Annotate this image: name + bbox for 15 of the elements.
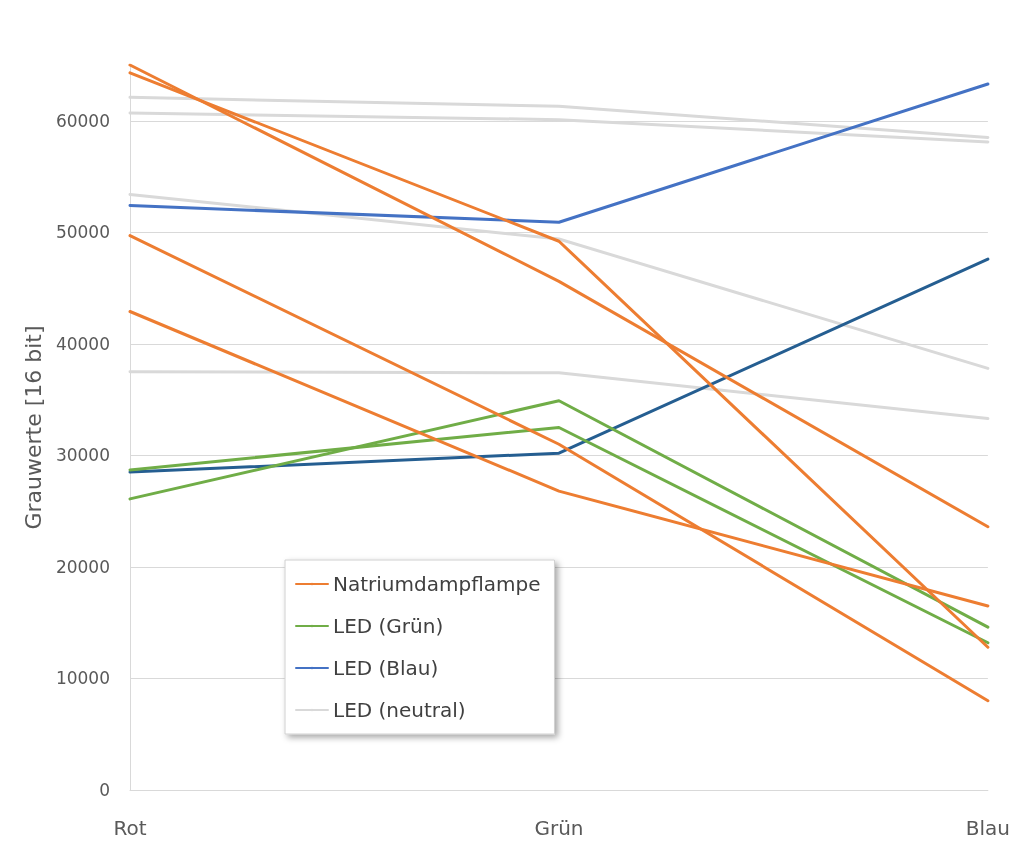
y-tick-label: 40000 [55,333,110,354]
y-axis-title: Grauwerte [16 bit] [20,325,46,530]
y-tick-label: 60000 [55,110,110,131]
x-tick-label: Rot [113,816,147,840]
y-tick-label: 0 [99,780,110,800]
legend-label: LED (Grün) [333,614,444,638]
legend-label: Natriumdampflampe [333,572,541,596]
y-tick-label: 30000 [55,445,110,466]
x-tick-label: Grün [534,816,584,840]
y-tick-label: 10000 [55,668,110,689]
legend-label: LED (neutral) [333,698,466,722]
legend-label: LED (Blau) [333,656,439,680]
x-tick-label: Blau [965,816,1010,840]
y-tick-label: 50000 [55,222,110,243]
y-tick-label: 20000 [55,556,110,577]
